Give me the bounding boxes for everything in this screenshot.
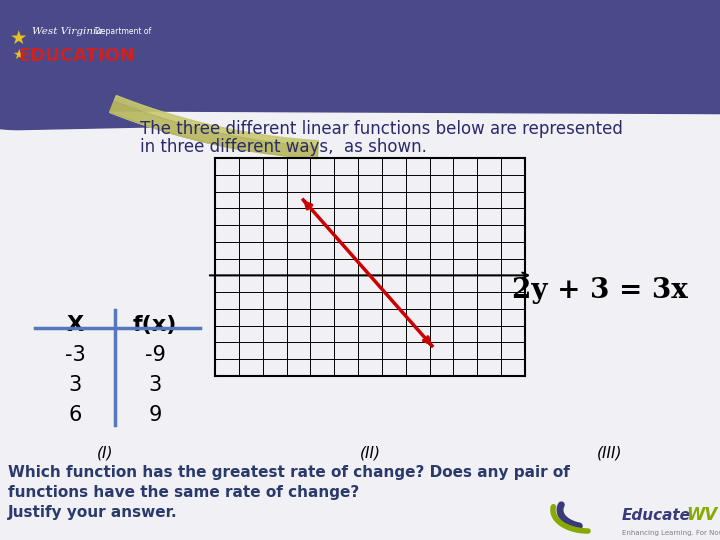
Text: 3: 3 [148, 375, 161, 395]
Text: in three different ways,  as shown.: in three different ways, as shown. [140, 138, 427, 156]
Text: Educate: Educate [622, 508, 691, 523]
Polygon shape [109, 96, 318, 159]
Text: WV: WV [686, 506, 717, 524]
Text: X: X [66, 315, 84, 335]
Polygon shape [0, 112, 720, 540]
Text: (I): (I) [96, 446, 113, 461]
Text: EDUCATION: EDUCATION [18, 47, 135, 65]
Text: 6: 6 [68, 405, 81, 425]
Text: Justify your answer.: Justify your answer. [8, 505, 178, 520]
Text: Department of: Department of [95, 28, 151, 37]
Text: Enhancing Learning. For Now. For the Future: Enhancing Learning. For Now. For the Fut… [622, 530, 720, 536]
Polygon shape [109, 101, 318, 159]
Text: 9: 9 [148, 405, 162, 425]
Polygon shape [0, 0, 720, 130]
Text: 3: 3 [68, 375, 81, 395]
Text: (II): (II) [359, 446, 380, 461]
Text: 2y + 3 = 3x: 2y + 3 = 3x [512, 276, 688, 303]
Text: ★: ★ [9, 29, 27, 48]
Text: West Virginia: West Virginia [32, 28, 102, 37]
Text: -3: -3 [65, 345, 86, 365]
Text: The three different linear functions below are represented: The three different linear functions bel… [140, 120, 623, 138]
Text: -9: -9 [145, 345, 166, 365]
Polygon shape [0, 0, 720, 159]
Text: (III): (III) [598, 446, 623, 461]
Text: ★: ★ [12, 48, 24, 62]
Text: Which function has the greatest rate of change? Does any pair of: Which function has the greatest rate of … [8, 465, 570, 480]
Text: functions have the same rate of change?: functions have the same rate of change? [8, 485, 359, 500]
Text: f(x): f(x) [132, 315, 177, 335]
